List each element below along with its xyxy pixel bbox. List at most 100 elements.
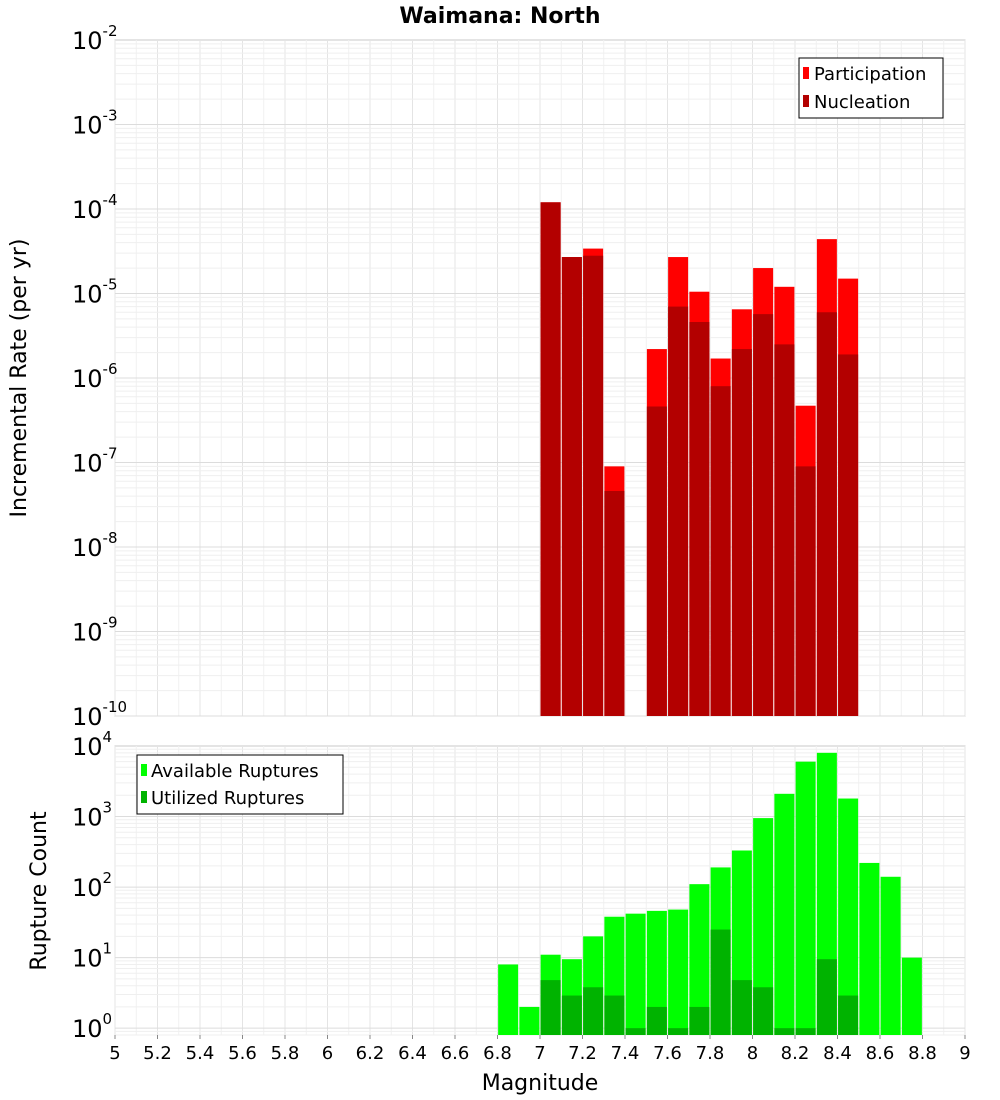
top-bar-b xyxy=(753,314,774,716)
bottom-bars xyxy=(498,752,922,1035)
x-tick-label: 8.8 xyxy=(908,1043,937,1064)
legend-swatch-nucleation xyxy=(803,95,809,107)
bottom-bar-a xyxy=(774,793,795,1035)
x-tick-label: 7 xyxy=(534,1043,545,1064)
legend-label-nucleation: Nucleation xyxy=(814,92,910,113)
top-bar-b xyxy=(583,255,604,716)
x-tick-label: 6.8 xyxy=(483,1043,512,1064)
bottom-bar-b xyxy=(604,995,625,1035)
x-tick-label: 7.2 xyxy=(568,1043,597,1064)
chart-title: Waimana: North xyxy=(399,4,600,29)
legend-swatch-participation xyxy=(803,67,809,79)
top-bar-b xyxy=(838,354,859,716)
bottom-bar-b xyxy=(583,987,604,1035)
bottom-bar-b xyxy=(668,1028,689,1035)
bottom-bar-a xyxy=(795,761,816,1035)
y-tick-label: 100 xyxy=(72,1010,112,1043)
y-tick-label: 103 xyxy=(72,799,112,832)
x-tick-label: 7.4 xyxy=(611,1043,640,1064)
top-bar-b xyxy=(646,406,667,716)
x-tick-label: 8.6 xyxy=(866,1043,895,1064)
bottom-bar-b xyxy=(795,1028,816,1035)
y-tick-label: 102 xyxy=(72,869,112,902)
bottom-bar-a xyxy=(625,913,646,1035)
x-tick-label: 5.8 xyxy=(271,1043,300,1064)
bottom-panel: 100 101 102 103 104 5 5.2 5.4 5.6 5.8 6 6.2 6.4 6.6 6… xyxy=(27,728,971,1096)
x-tick-label: 7.8 xyxy=(696,1043,725,1064)
top-legend-box xyxy=(798,57,944,119)
bottom-bar-b xyxy=(646,1006,667,1035)
bottom-bar-b xyxy=(625,1028,646,1035)
x-axis-label: Magnitude xyxy=(482,1071,599,1096)
top-bar-b xyxy=(604,490,625,716)
legend-swatch-available xyxy=(141,764,147,776)
x-tick-label: 5.4 xyxy=(186,1043,215,1064)
bottom-bar-a xyxy=(901,957,922,1035)
top-bars xyxy=(540,202,859,717)
bottom-bar-a xyxy=(668,909,689,1035)
y-tick-label: 10-4 xyxy=(72,191,118,224)
top-grid xyxy=(114,40,966,717)
bottom-bar-b xyxy=(753,987,774,1035)
bottom-legend-box xyxy=(136,754,344,815)
top-bar-b xyxy=(795,466,816,716)
x-tick-label: 5 xyxy=(109,1043,120,1064)
bottom-bar-b xyxy=(774,1028,795,1035)
top-bar-b xyxy=(710,386,731,716)
bottom-bar-b xyxy=(710,929,731,1035)
x-tick-label: 9 xyxy=(959,1043,970,1064)
y-tick-label: 104 xyxy=(72,728,112,761)
bottom-bar-a xyxy=(646,910,667,1035)
x-tick-label: 6.6 xyxy=(441,1043,470,1064)
top-bar-b xyxy=(540,202,561,716)
bottom-bar-b xyxy=(838,995,859,1035)
top-legend: Participation Nucleation xyxy=(798,57,944,119)
legend-label-participation: Participation xyxy=(814,64,926,85)
bottom-bar-b xyxy=(731,980,752,1035)
x-tick-label: 6 xyxy=(322,1043,333,1064)
top-bar-b xyxy=(731,349,752,716)
bottom-bar-b xyxy=(816,959,837,1035)
bottom-bar-b xyxy=(561,995,582,1035)
y-tick-label: 101 xyxy=(72,940,112,973)
top-panel: 10-10 10-9 10-8 10-7 10-6 10-5 10-4 10-3 10-2 In… xyxy=(7,22,966,731)
y-tick-label: 10-9 xyxy=(72,614,118,647)
top-bar-b xyxy=(668,306,689,716)
top-bar-b xyxy=(561,257,582,716)
bottom-bar-a xyxy=(880,876,901,1035)
y-tick-label: 10-3 xyxy=(72,107,118,140)
x-tick-label: 5.6 xyxy=(228,1043,257,1064)
bottom-y-ticks: 100 101 102 103 104 xyxy=(72,728,112,1043)
legend-label-available: Available Ruptures xyxy=(151,761,319,782)
x-tick-label: 6.4 xyxy=(398,1043,427,1064)
bottom-legend: Available Ruptures Utilized Ruptures xyxy=(136,754,344,815)
bottom-bar-a xyxy=(838,798,859,1035)
bottom-bar-a xyxy=(859,862,880,1035)
top-y-ticks: 10-10 10-9 10-8 10-7 10-6 10-5 10-4 10-3 10-2 xyxy=(72,22,127,731)
x-tick-label: 8.2 xyxy=(781,1043,810,1064)
y-tick-label: 10-10 xyxy=(72,698,127,731)
x-tick-label: 8 xyxy=(747,1043,758,1064)
x-tick-label: 8.4 xyxy=(823,1043,852,1064)
x-tick-label: 6.2 xyxy=(356,1043,385,1064)
y-tick-label: 10-7 xyxy=(72,445,118,478)
bottom-bar-a xyxy=(519,1006,540,1035)
top-bar-b xyxy=(816,312,837,716)
legend-swatch-utilized xyxy=(141,791,147,803)
bottom-bar-a xyxy=(753,818,774,1035)
bottom-bar-b xyxy=(540,980,561,1035)
top-y-axis-label: Incremental Rate (per yr) xyxy=(7,239,32,518)
y-tick-label: 10-8 xyxy=(72,529,118,562)
y-tick-label: 10-6 xyxy=(72,360,118,393)
y-tick-label: 10-2 xyxy=(72,22,118,55)
bottom-bar-a xyxy=(689,884,710,1035)
bottom-bar-b xyxy=(689,1006,710,1035)
bottom-y-axis-label: Rupture Count xyxy=(27,811,52,971)
x-tick-label: 7.6 xyxy=(653,1043,682,1064)
x-tick-label: 5.2 xyxy=(143,1043,172,1064)
legend-label-utilized: Utilized Ruptures xyxy=(151,788,304,809)
top-bar-b xyxy=(689,321,710,716)
top-bar-b xyxy=(774,344,795,716)
bottom-bar-a xyxy=(498,964,519,1035)
